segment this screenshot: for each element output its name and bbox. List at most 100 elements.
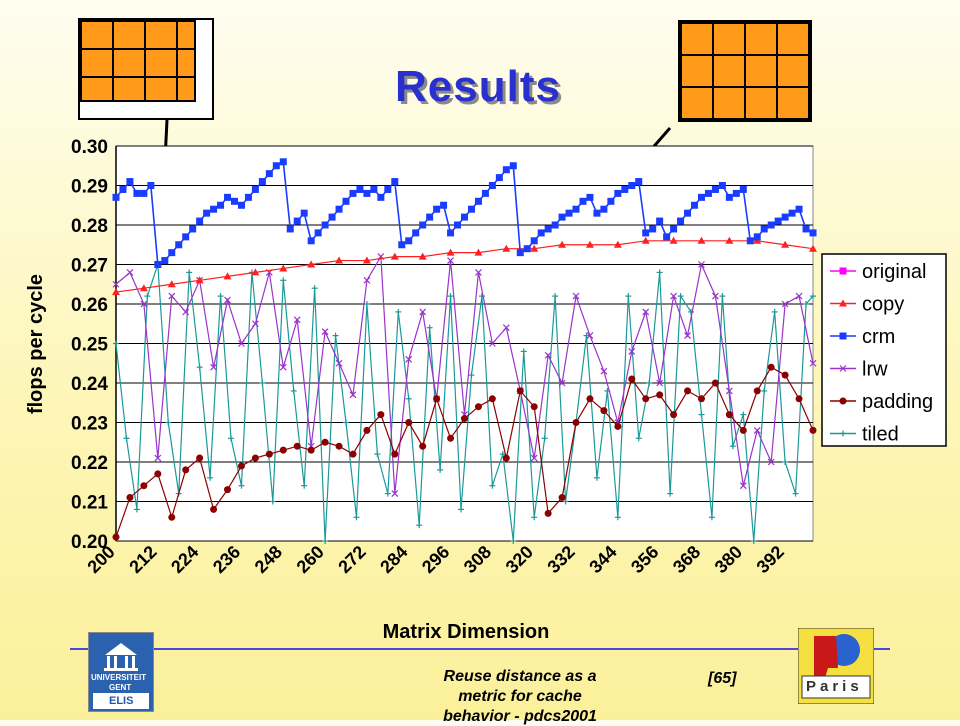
data-point xyxy=(614,189,622,197)
data-point xyxy=(362,256,371,264)
data-point xyxy=(405,419,413,426)
data-point xyxy=(667,490,674,497)
paris-emblem-icon xyxy=(797,627,875,705)
data-point xyxy=(739,426,747,434)
paris-logo: Paris xyxy=(797,627,875,705)
data-point xyxy=(349,189,357,197)
data-point xyxy=(635,435,642,442)
data-point xyxy=(223,272,232,280)
data-point xyxy=(600,407,608,415)
data-point xyxy=(113,340,119,347)
data-point xyxy=(374,451,381,458)
data-point xyxy=(684,332,691,340)
data-point xyxy=(416,522,423,529)
data-point xyxy=(307,446,315,454)
data-point xyxy=(165,419,172,426)
data-point xyxy=(126,178,134,186)
data-point xyxy=(809,426,817,434)
legend-item-tiled: tiled xyxy=(830,424,899,446)
data-point xyxy=(502,244,511,252)
data-point xyxy=(753,233,761,241)
data-point xyxy=(656,269,663,276)
data-point xyxy=(186,269,193,276)
data-point xyxy=(795,395,803,403)
data-point xyxy=(370,185,378,193)
tile-cell xyxy=(776,22,810,56)
data-point xyxy=(426,324,433,331)
data-point xyxy=(649,225,657,233)
data-point xyxy=(301,482,308,489)
data-point xyxy=(433,205,441,213)
data-point xyxy=(809,359,817,367)
data-point xyxy=(753,387,761,395)
data-point xyxy=(656,217,664,225)
data-point xyxy=(642,395,650,403)
legend-item-copy: copy xyxy=(830,294,904,316)
data-point xyxy=(697,236,706,244)
x-tick-label: 260 xyxy=(293,542,328,577)
data-point xyxy=(541,435,548,442)
data-point xyxy=(196,364,203,371)
legend-label: copy xyxy=(862,294,904,316)
data-point xyxy=(520,348,527,355)
data-point xyxy=(446,248,455,256)
data-point xyxy=(839,299,847,307)
data-point xyxy=(761,387,768,394)
data-point xyxy=(335,256,344,264)
data-point xyxy=(293,217,301,225)
data-point xyxy=(168,249,176,257)
data-point xyxy=(628,182,636,189)
data-point xyxy=(237,201,245,209)
data-point xyxy=(688,308,695,315)
data-point xyxy=(474,248,483,256)
data-point xyxy=(195,276,204,284)
data-point xyxy=(140,482,148,490)
data-point xyxy=(475,268,482,276)
data-point xyxy=(697,395,705,403)
x-tick-label: 356 xyxy=(627,542,662,577)
data-point xyxy=(210,205,218,213)
y-tick-label: 0.23 xyxy=(71,414,108,435)
data-point xyxy=(725,236,734,244)
x-tick-label: 224 xyxy=(167,542,202,577)
data-point xyxy=(691,201,699,209)
x-axis-label: Matrix Dimension xyxy=(383,621,550,643)
data-point xyxy=(562,498,569,505)
data-point xyxy=(572,292,580,300)
data-point xyxy=(384,185,392,193)
data-point xyxy=(698,261,705,268)
data-point xyxy=(353,514,360,521)
data-point xyxy=(607,197,615,205)
logo-text-2: GENT xyxy=(109,683,132,692)
data-point xyxy=(363,426,371,434)
data-point xyxy=(133,506,140,513)
data-point xyxy=(600,367,608,375)
data-point xyxy=(230,197,238,205)
data-point xyxy=(112,533,120,541)
legend-label: lrw xyxy=(862,359,888,381)
data-point xyxy=(530,237,538,245)
data-point xyxy=(384,490,391,497)
data-point xyxy=(154,470,162,478)
series-padding xyxy=(112,363,817,541)
y-tick-label: 0.21 xyxy=(71,493,108,514)
data-point xyxy=(335,359,343,367)
data-point xyxy=(795,205,803,213)
data-point xyxy=(395,308,402,315)
data-point xyxy=(565,209,573,217)
data-point xyxy=(711,292,719,300)
data-point xyxy=(670,225,678,233)
data-point xyxy=(725,387,733,395)
data-point xyxy=(405,395,412,402)
data-point xyxy=(123,435,130,442)
slide-title: Results xyxy=(395,62,561,111)
data-point xyxy=(669,236,678,244)
x-tick-label: 248 xyxy=(251,542,286,577)
data-point xyxy=(437,466,444,473)
data-point xyxy=(259,380,266,386)
data-point xyxy=(474,403,482,411)
data-point xyxy=(530,403,538,411)
data-point xyxy=(112,193,120,201)
data-point xyxy=(279,446,287,454)
